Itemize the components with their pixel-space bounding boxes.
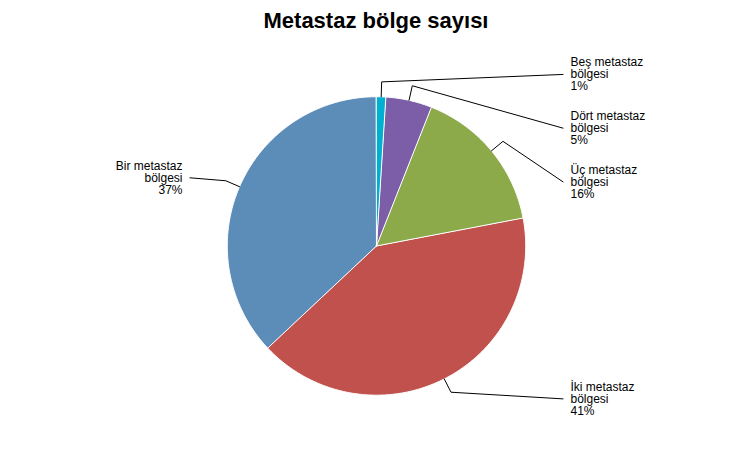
html-text:Metastaz bölge sayısı: Metastaz bölge sayısı: [263, 8, 489, 33]
svg-text:İki metastazbölgesi41%: İki metastazbölgesi41%: [571, 380, 635, 418]
svg-text:Bir metastazbölgesi37%: Bir metastazbölgesi37%: [116, 159, 183, 197]
svg-text:Dört metastazbölgesi5%: Dört metastazbölgesi5%: [571, 109, 646, 147]
svg-text:Beş metastazbölgesi1%: Beş metastazbölgesi1%: [571, 55, 644, 93]
svg-text:Üç metastazbölgesi16%: Üç metastazbölgesi16%: [571, 163, 638, 201]
